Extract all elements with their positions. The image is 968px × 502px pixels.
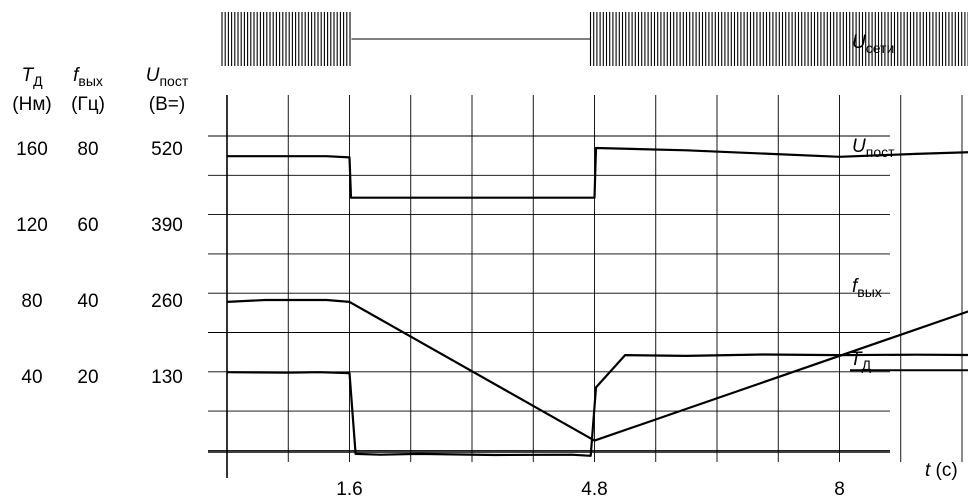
mains-label: Uсети (852, 32, 894, 56)
axis-T-tick: 120 (16, 215, 48, 236)
series-f-line (226, 298, 968, 442)
series-T-line (226, 353, 968, 457)
axis-U-tick: 260 (151, 291, 183, 312)
axis-T-unit: (Нм) (12, 94, 51, 115)
axis-f-tick: 40 (77, 291, 98, 312)
axis-f-unit: (Гц) (71, 94, 105, 115)
x-axis-label: t (с) (925, 460, 958, 481)
series (226, 146, 968, 457)
labels: 1.64.8811.214.4TД(Нм)1601208040fвых(Гц)8… (12, 32, 958, 500)
series-U-label: Uпост (852, 136, 895, 160)
axis-T-tick: 40 (21, 367, 42, 388)
axis-f-tick: 20 (77, 367, 98, 388)
axes (208, 95, 890, 478)
series-U-line (227, 146, 968, 199)
axis-U-symbol: Uпост (146, 65, 189, 89)
axis-U-tick: 520 (151, 139, 183, 160)
axis-U-tick: 130 (151, 367, 183, 388)
axis-U-tick: 390 (151, 215, 183, 236)
x-tick-label: 1.6 (336, 479, 362, 500)
axis-f-tick: 80 (77, 139, 98, 160)
series-T-label: TД (850, 349, 872, 373)
axis-T-tick: 80 (21, 291, 42, 312)
axis-T-tick: 160 (16, 139, 48, 160)
axis-f-tick: 60 (77, 215, 98, 236)
mains-signal (221, 12, 968, 66)
axis-U-unit: (В=) (149, 94, 185, 115)
x-tick-label: 4.8 (581, 479, 607, 500)
axis-f-symbol: fвых (73, 65, 103, 89)
series-f-label: fвых (852, 276, 882, 300)
axis-T-symbol: TД (21, 65, 43, 89)
x-tick-label: 8 (834, 479, 845, 500)
